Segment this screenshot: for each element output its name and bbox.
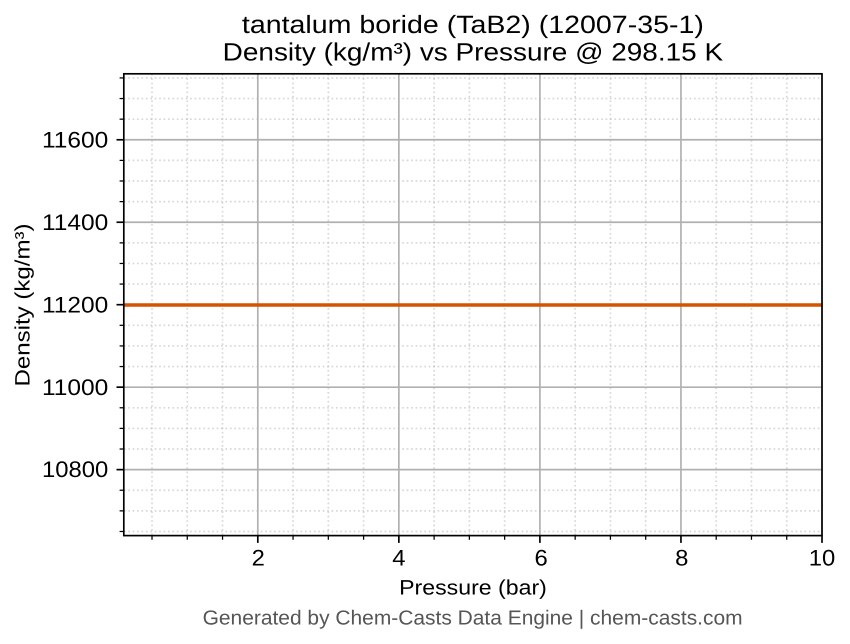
svg-text:11200: 11200 <box>42 292 108 317</box>
svg-text:6: 6 <box>535 546 548 571</box>
svg-text:11600: 11600 <box>42 127 108 152</box>
svg-text:Density (kg/m³): Density (kg/m³) <box>11 224 34 387</box>
svg-text:Pressure (bar): Pressure (bar) <box>399 576 547 599</box>
svg-text:10: 10 <box>809 546 836 571</box>
svg-text:tantalum boride (TaB2) (12007-: tantalum boride (TaB2) (12007-35-1) <box>242 11 704 39</box>
svg-text:10800: 10800 <box>42 457 108 482</box>
svg-text:2: 2 <box>252 546 265 571</box>
svg-text:Generated by Chem-Casts Data E: Generated by Chem-Casts Data Engine | ch… <box>203 607 743 629</box>
svg-text:4: 4 <box>392 546 405 571</box>
svg-text:11400: 11400 <box>42 210 108 235</box>
svg-text:8: 8 <box>675 546 688 571</box>
svg-text:11000: 11000 <box>42 375 108 400</box>
svg-text:Density (kg/m³) vs Pressure @: Density (kg/m³) vs Pressure @ 298.15 K <box>223 39 724 67</box>
